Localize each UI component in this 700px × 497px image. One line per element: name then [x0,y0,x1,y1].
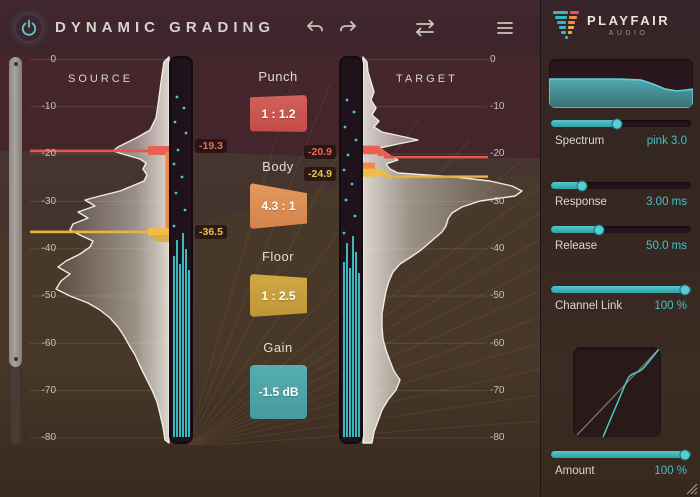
floor-ratio-value: 1 : 2.5 [261,288,296,303]
source-meter [169,56,193,444]
response-label: Response [555,196,607,208]
body-label: Body [262,159,294,174]
spectrum-slider[interactable] [551,118,691,129]
channel-link-slider[interactable] [551,284,691,295]
response-value: 3.00 ms [646,196,687,208]
playfair-logo-icon [553,11,579,39]
resize-grip-icon[interactable] [684,481,698,495]
db-tick: -10 [41,101,56,112]
undo-button[interactable] [303,16,327,40]
release-slider[interactable] [551,224,691,235]
db-tick: -30 [41,196,56,207]
channel-link-value: 100 % [654,300,687,312]
brand-name: PLAYFAIR [587,13,671,28]
bottombar: Time Window 8 Bars Latency Live Auto Max [0,445,540,497]
playfair-audio-logo: PLAYFAIR AUDIO [553,11,670,39]
source-lower-threshold-value: -36.5 [195,225,227,239]
spectrum-display [549,59,693,108]
release-value: 50.0 ms [646,240,687,252]
response-slider-thumb[interactable] [576,180,588,191]
amount-value: 100 % [654,465,687,477]
db-tick: -10 [490,101,505,112]
target-meter [339,56,363,444]
gain-label: Gain [263,340,293,355]
spectrum-value: pink 3.0 [646,135,687,147]
plugin-title: DYNAMIC GRADING [55,19,275,36]
floor-label: Floor [261,249,295,264]
power-icon [21,19,37,36]
spectrum-label: Spectrum [555,135,605,147]
hamburger-menu-icon [497,22,513,34]
swap-ab-button[interactable] [413,16,437,40]
undo-icon [307,21,323,32]
target-upper-threshold-value: -20.9 [304,145,336,159]
floor-ratio-control[interactable]: 1 : 2.5 [250,274,307,317]
amount-slider-thumb[interactable] [679,449,691,460]
db-zoom-fader[interactable] [9,57,22,446]
redo-icon [340,21,356,32]
target-upper-threshold-line [362,145,488,159]
db-tick: -40 [41,243,56,254]
gain-control[interactable]: -1.5 dB [250,365,307,419]
db-tick: -80 [41,432,56,443]
db-tick: -50 [41,290,56,301]
response-slider[interactable] [551,180,691,191]
source-mid-threshold-line [165,152,170,232]
spectrum-slider-thumb[interactable] [611,118,623,129]
source-upper-threshold-value: -19.3 [195,139,227,153]
power-button[interactable] [16,15,42,41]
db-tick: -70 [490,385,505,396]
source-title: SOURCE [68,73,134,85]
channel-link-label: Channel Link [555,300,623,312]
release-slider-thumb[interactable] [593,224,605,235]
db-tick: -80 [490,432,505,443]
target-mid-threshold-block [363,162,375,174]
titlebar: DYNAMIC GRADING [0,0,540,55]
db-tick: -20 [41,148,56,159]
target-histogram [362,56,523,444]
db-tick: -60 [41,338,56,349]
swap-arrows-icon [416,19,434,37]
menu-button[interactable] [493,16,517,40]
punch-ratio-value: 1 : 1.2 [261,106,296,121]
db-tick: -20 [490,148,505,159]
right-panel: PLAYFAIR AUDIO Spectrum pink 3.0 [540,0,700,497]
redo-button[interactable] [336,16,360,40]
punch-ratio-control[interactable]: 1 : 1.2 [250,95,307,132]
channel-link-slider-thumb[interactable] [679,284,691,295]
brand-sub: AUDIO [608,30,649,37]
db-tick: -70 [41,385,56,396]
db-tick: -50 [490,290,505,301]
gain-value: -1.5 dB [258,385,299,399]
transfer-curve-display [573,347,661,437]
target-title: TARGET [396,73,458,85]
body-ratio-value: 4.3 : 1 [261,199,296,213]
source-upper-threshold-line [30,146,170,155]
db-tick: -30 [490,196,505,207]
release-label: Release [555,240,598,252]
amount-slider[interactable] [551,449,691,460]
punch-label: Punch [258,69,298,84]
db-tick: -60 [490,338,505,349]
db-tick: 0 [50,54,56,65]
db-tick: 0 [490,54,496,65]
target-lower-threshold-line [362,168,488,178]
target-lower-threshold-value: -24.9 [304,167,336,181]
db-zoom-fader-handle[interactable] [9,57,22,367]
amount-label: Amount [555,465,595,477]
db-tick: -40 [490,243,505,254]
